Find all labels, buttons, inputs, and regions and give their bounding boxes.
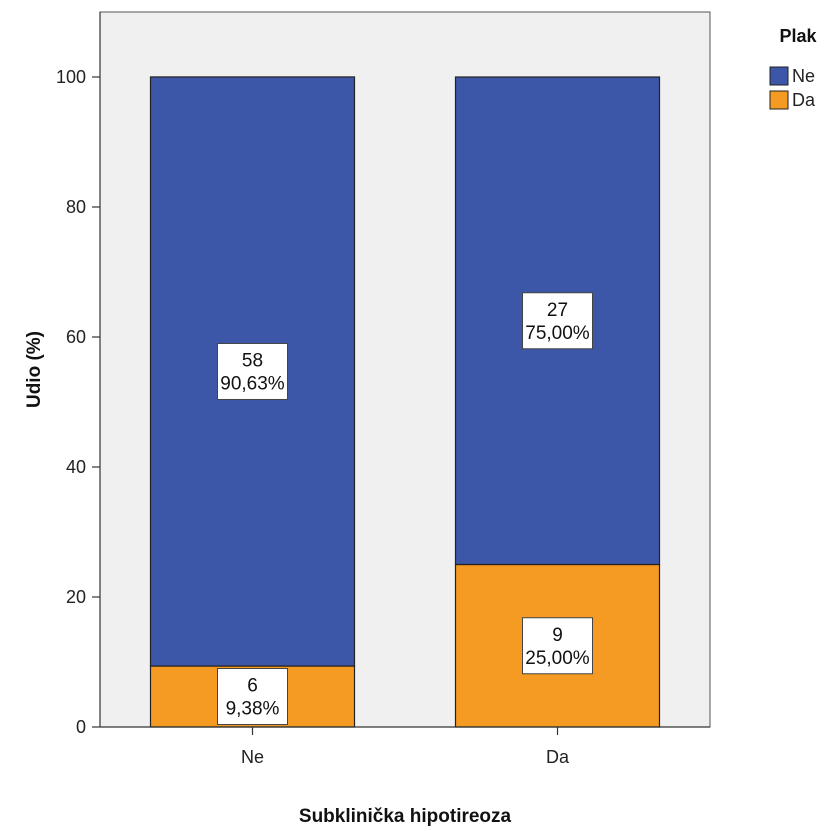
data-label-percent: 25,00% <box>525 648 590 669</box>
data-label-percent: 90,63% <box>220 373 285 394</box>
data-label-count: 9 <box>552 625 563 646</box>
legend-title: Plak <box>779 26 817 46</box>
y-axis: 0 20 40 60 80 100 <box>56 12 101 737</box>
data-label-count: 27 <box>547 300 568 321</box>
legend-label-ne: Ne <box>792 66 815 86</box>
legend: Plak Ne Da <box>769 26 818 110</box>
x-tick-label: Da <box>546 747 570 767</box>
y-tick-label: 60 <box>66 327 86 347</box>
data-label-count: 6 <box>247 676 258 697</box>
data-label-box <box>217 668 288 726</box>
y-tick-label: 40 <box>66 457 86 477</box>
data-label-box <box>217 342 288 400</box>
y-tick-label: 100 <box>56 67 86 87</box>
x-axis: Ne Da <box>100 726 710 767</box>
y-tick-label: 80 <box>66 197 86 217</box>
legend-label-da: Da <box>792 90 816 110</box>
y-tick-label: 20 <box>66 587 86 607</box>
data-label-box <box>522 292 593 350</box>
legend-swatch-ne <box>769 66 789 86</box>
y-tick-label: 0 <box>76 717 86 737</box>
data-label-count: 58 <box>242 350 263 371</box>
y-axis-title: Udio (%) <box>24 331 45 408</box>
data-label-percent: 75,00% <box>525 323 590 344</box>
x-tick-label: Ne <box>241 747 264 767</box>
data-label-box <box>522 617 593 675</box>
legend-swatch-da <box>769 90 789 110</box>
data-label-percent: 9,38% <box>226 699 280 720</box>
x-axis-title: Subklinička hipotireoza <box>299 806 512 827</box>
